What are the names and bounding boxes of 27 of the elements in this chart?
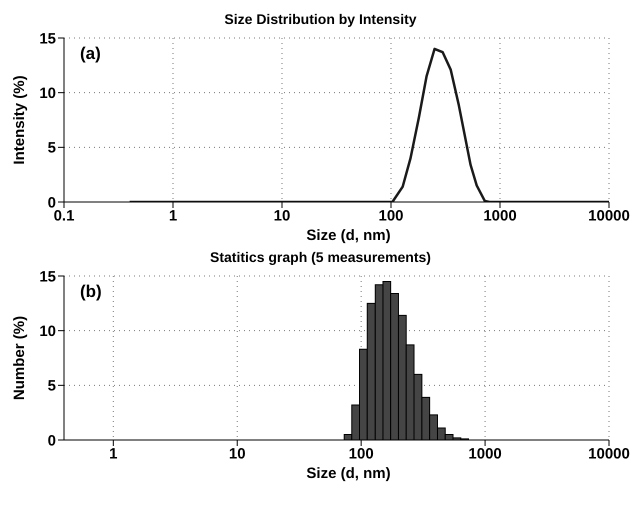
y-axis-title: Intensity (%) — [11, 75, 29, 165]
y-axis-title: Number (%) — [11, 316, 29, 400]
x-tick-label: 100 — [378, 208, 404, 225]
x-tick-label: 1000 — [483, 208, 517, 225]
x-tick-label: 100 — [348, 446, 374, 463]
x-tick-label: 10000 — [588, 446, 630, 463]
x-tick-label: 1000 — [468, 446, 502, 463]
x-tick-label: 10000 — [588, 208, 630, 225]
y-tick-label: 0 — [48, 194, 56, 212]
y-tick-label: 10 — [39, 84, 56, 102]
y-tick-label: 15 — [39, 268, 56, 286]
x-tick-label: 10 — [274, 208, 290, 225]
y-tick-label: 5 — [48, 378, 56, 395]
annotation: (b) — [80, 282, 102, 302]
x-axis-title: Size (d, nm) — [305, 226, 392, 246]
annotation: (a) — [80, 44, 101, 64]
y-tick-label: 10 — [39, 322, 56, 340]
x-tick-label: 0.1 — [54, 208, 74, 225]
x-tick-label: 1 — [168, 208, 178, 225]
x-tick-label: 10 — [228, 446, 246, 463]
y-tick-label: 0 — [48, 432, 56, 450]
chart-title: Size Distribution by Intensity — [223, 10, 418, 29]
y-tick-label: 15 — [39, 30, 56, 48]
chart-title: Statitics graph (5 measurements) — [209, 248, 432, 267]
y-tick-label: 5 — [48, 140, 56, 157]
x-tick-label: 1 — [109, 446, 118, 463]
x-axis-title: Size (d, nm) — [305, 464, 392, 484]
